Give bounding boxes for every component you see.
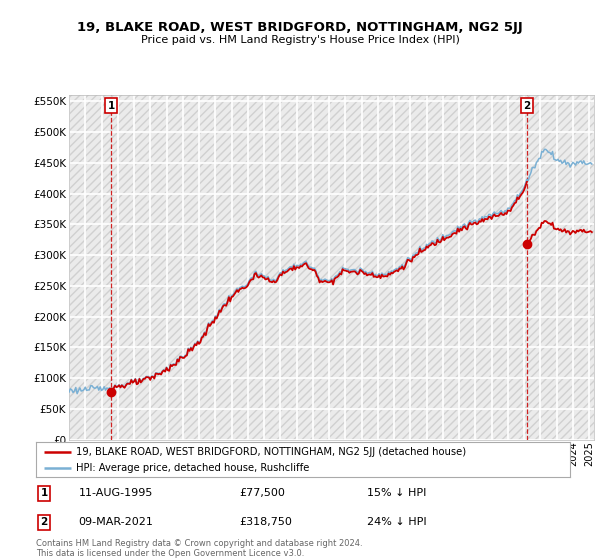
Text: 19, BLAKE ROAD, WEST BRIDGFORD, NOTTINGHAM, NG2 5JJ: 19, BLAKE ROAD, WEST BRIDGFORD, NOTTINGH… [77, 21, 523, 34]
Text: 11-AUG-1995: 11-AUG-1995 [79, 488, 153, 498]
Text: 2: 2 [40, 517, 47, 528]
Text: 15% ↓ HPI: 15% ↓ HPI [367, 488, 427, 498]
Text: £318,750: £318,750 [239, 517, 292, 528]
Text: HPI: Average price, detached house, Rushcliffe: HPI: Average price, detached house, Rush… [76, 464, 310, 473]
Text: 09-MAR-2021: 09-MAR-2021 [79, 517, 154, 528]
Text: Price paid vs. HM Land Registry's House Price Index (HPI): Price paid vs. HM Land Registry's House … [140, 35, 460, 45]
Text: 1: 1 [40, 488, 47, 498]
Text: 19, BLAKE ROAD, WEST BRIDGFORD, NOTTINGHAM, NG2 5JJ (detached house): 19, BLAKE ROAD, WEST BRIDGFORD, NOTTINGH… [76, 447, 466, 457]
Text: 24% ↓ HPI: 24% ↓ HPI [367, 517, 427, 528]
Text: £77,500: £77,500 [239, 488, 285, 498]
Text: 1: 1 [107, 101, 115, 111]
Text: Contains HM Land Registry data © Crown copyright and database right 2024.
This d: Contains HM Land Registry data © Crown c… [36, 539, 362, 558]
Text: 2: 2 [523, 101, 530, 111]
